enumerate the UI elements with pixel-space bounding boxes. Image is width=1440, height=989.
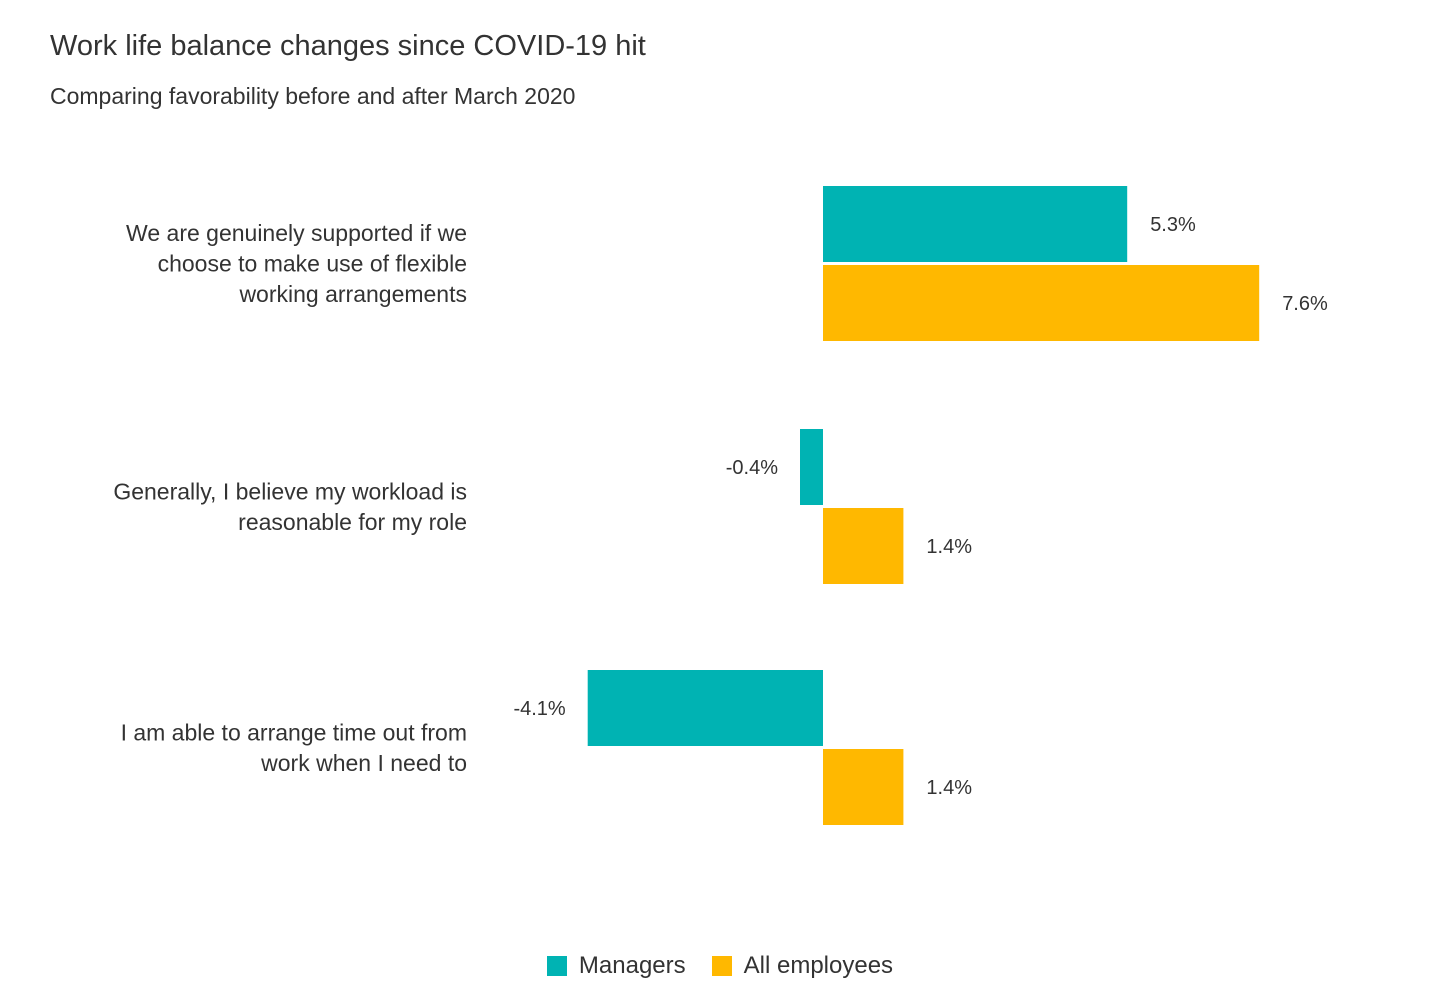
legend-swatch-managers: [546, 956, 567, 976]
bar-all-employees[interactable]: [823, 508, 904, 584]
bar-managers[interactable]: [800, 429, 823, 505]
chart-title: Work life balance changes since COVID-19…: [50, 30, 646, 62]
legend-swatch-all-employees: [711, 956, 732, 976]
legend-item-all-employees[interactable]: All employees: [711, 952, 894, 980]
bar-all-employees[interactable]: [823, 749, 904, 825]
chart-legend: Managers All employees: [0, 952, 1440, 980]
data-label: 1.4%: [926, 777, 972, 799]
category-label: We are genuinely supported if we choose t…: [126, 220, 467, 307]
category-label: I am able to arrange time out from work w…: [121, 719, 467, 776]
data-label: 5.3%: [1150, 214, 1196, 236]
data-label: -4.1%: [513, 698, 565, 720]
bar-all-employees[interactable]: [823, 265, 1260, 341]
category-label: Generally, I believe my workload is reaso…: [113, 478, 467, 535]
bar-chart: We are genuinely supported if we choose t…: [113, 186, 1328, 825]
chart-subtitle: Comparing favorability before and after …: [50, 83, 576, 109]
data-label: -0.4%: [726, 457, 778, 479]
legend-item-managers[interactable]: Managers: [546, 952, 686, 980]
legend-label-all-employees: All employees: [743, 952, 894, 979]
legend-label-managers: Managers: [578, 952, 686, 979]
bar-managers[interactable]: [587, 670, 823, 746]
data-label: 7.6%: [1282, 293, 1328, 315]
bar-managers[interactable]: [823, 186, 1128, 262]
data-label: 1.4%: [926, 536, 972, 558]
